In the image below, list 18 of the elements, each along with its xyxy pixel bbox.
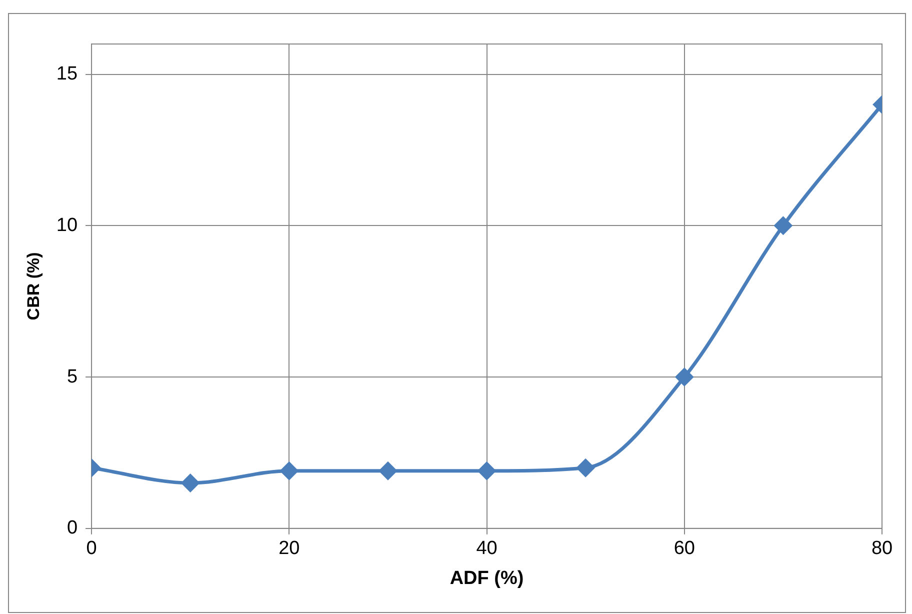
x-tick-label: 20	[278, 538, 300, 560]
point	[379, 462, 397, 480]
y-axis-title: CBR (%)	[24, 252, 43, 320]
point	[774, 216, 792, 234]
x-tick-label: 80	[871, 538, 893, 560]
x-axis-title: ADF (%)	[450, 568, 524, 589]
y-tick-label: 15	[56, 64, 78, 85]
x-tick-label: 60	[674, 538, 695, 560]
x-tick-label: 40	[476, 538, 498, 560]
point	[576, 459, 594, 477]
point	[280, 462, 298, 480]
point	[676, 368, 694, 386]
point	[478, 462, 496, 480]
point	[182, 474, 200, 492]
y-tick-label: 5	[66, 366, 78, 388]
y-tick-label: 0	[66, 518, 78, 539]
x-tick-label: 0	[86, 538, 97, 560]
y-tick-label: 10	[56, 214, 78, 236]
